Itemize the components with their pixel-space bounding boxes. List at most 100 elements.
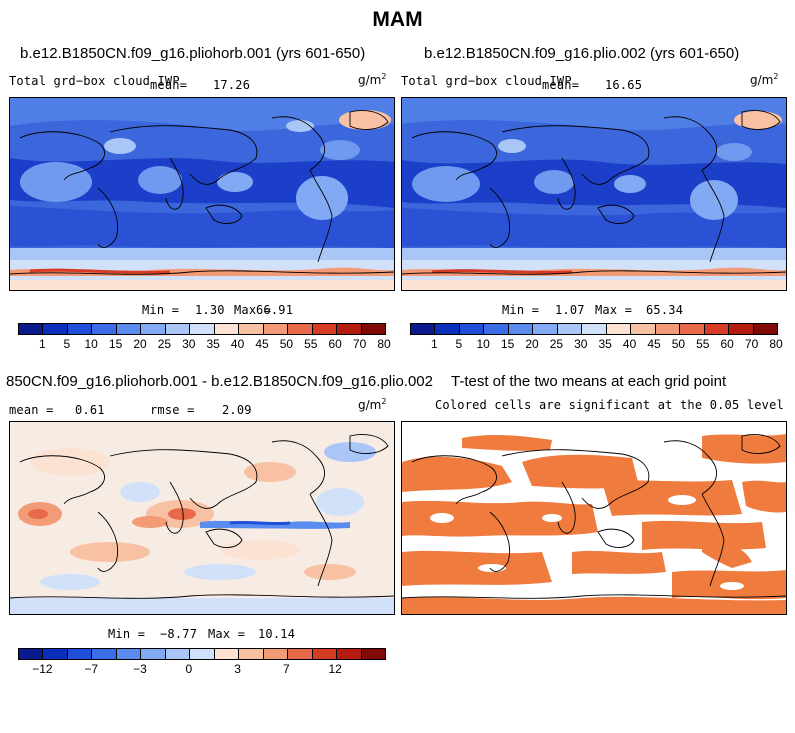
- colorbar-tick-label: −12: [32, 662, 53, 676]
- colorbar-tick-label: 30: [574, 337, 588, 351]
- colorbar-swatch: [557, 324, 583, 334]
- colorbar-tick-label: 70: [352, 337, 367, 351]
- colorbar-swatch: [484, 324, 509, 334]
- colorbar-swatch: [67, 649, 93, 659]
- colorbar-tick-label: 35: [598, 337, 612, 351]
- colorbar-swatch: [190, 649, 215, 659]
- panel1-mean-label: mean=: [150, 78, 188, 92]
- panel1-title: b.e12.B1850CN.f09_g16.pliohorb.001 (yrs …: [20, 45, 366, 62]
- panel2-min-value: 1.07: [555, 303, 585, 317]
- colorbar-tick-label: 45: [647, 337, 661, 351]
- panel3-colorbar: [18, 648, 386, 660]
- colorbar-tick-label: 20: [525, 337, 539, 351]
- colorbar-tick-label: 3: [234, 662, 241, 676]
- significance-cells: [402, 434, 786, 614]
- colorbar-tick-label: 15: [500, 337, 515, 351]
- colorbar-tick-label: 50: [279, 337, 294, 351]
- colorbar-swatch: [239, 324, 264, 334]
- panel4-subtitle: Colored cells are significant at the 0.0…: [435, 398, 784, 412]
- panel2-max-value: 65.34: [646, 303, 684, 317]
- panel2-max-label: Max =: [595, 303, 633, 317]
- panel2-mean-value: 16.65: [605, 78, 643, 92]
- colorbar-tick-label: −3: [133, 662, 147, 676]
- colorbar-tick-label: 10: [84, 337, 98, 351]
- colorbar-tick-label: 10: [476, 337, 490, 351]
- panel2-colorbar: [410, 323, 778, 335]
- panel1-colorbar: [18, 323, 386, 335]
- colorbar-swatch: [190, 324, 215, 334]
- panel3-mean-label: mean =: [9, 403, 54, 417]
- colorbar-swatch: [19, 649, 44, 659]
- colorbar-swatch: [263, 649, 289, 659]
- colorbar-swatch: [67, 324, 93, 334]
- panel3-map: [9, 421, 395, 615]
- colorbar-tick-label: 45: [255, 337, 269, 351]
- panel1-max-value: 66.91: [256, 303, 294, 317]
- colorbar-swatch: [508, 324, 534, 334]
- colorbar-tick-label: 1: [431, 337, 438, 351]
- panel2-variable: Total grd−box cloud IWP: [401, 74, 572, 88]
- colorbar-swatch: [312, 324, 338, 334]
- panel1-variable: Total grd−box cloud IWP: [9, 74, 180, 88]
- colorbar-swatch: [19, 324, 44, 334]
- colorbar-tick-label: 25: [157, 337, 172, 351]
- colorbar-tick-label: 0: [185, 662, 193, 676]
- colorbar-swatch: [141, 649, 166, 659]
- colorbar-swatch: [288, 324, 313, 334]
- colorbar-swatch: [533, 324, 558, 334]
- colorbar-swatch: [337, 649, 362, 659]
- colorbar-tick-label: 55: [696, 337, 710, 351]
- colorbar-tick-label: 30: [182, 337, 196, 351]
- panel3-rmse-label: rmse =: [150, 403, 195, 417]
- panel1-map: [9, 97, 395, 291]
- colorbar-swatch: [214, 324, 240, 334]
- colorbar-tick-label: 15: [108, 337, 123, 351]
- panel3-units: g/m2: [358, 397, 387, 412]
- panel2-mean-label: mean=: [542, 78, 580, 92]
- colorbar-swatch: [43, 324, 68, 334]
- panel3-min-value: −8.77: [160, 627, 198, 641]
- panel3-rmse-value: 2.09: [222, 403, 252, 417]
- colorbar-swatch: [288, 649, 313, 659]
- colorbar-swatch: [459, 324, 485, 334]
- colorbar-swatch: [165, 649, 191, 659]
- colorbar-swatch: [411, 324, 436, 334]
- colorbar-swatch: [361, 324, 386, 334]
- panel3-max-label: Max =: [208, 627, 246, 641]
- panel3-title: 850CN.f09_g16.pliohorb.001 - b.e12.B1850…: [6, 373, 433, 390]
- colorbar-tick-label: 20: [133, 337, 147, 351]
- colorbar-tick-label: 5: [455, 337, 463, 351]
- panel1-units: g/m2: [358, 72, 387, 87]
- colorbar-swatch: [312, 649, 338, 659]
- colorbar-tick-label: 40: [230, 337, 245, 351]
- colorbar-swatch: [116, 324, 142, 334]
- panel3-max-value: 10.14: [258, 627, 296, 641]
- colorbar-swatch: [263, 324, 289, 334]
- panel2-min-label: Min =: [502, 303, 540, 317]
- panel2-title: b.e12.B1850CN.f09_g16.plio.002 (yrs 601-…: [424, 45, 740, 62]
- colorbar-tick-label: 70: [744, 337, 759, 351]
- colorbar-tick-label: 35: [206, 337, 220, 351]
- colorbar-swatch: [214, 649, 240, 659]
- colorbar-tick-label: 5: [63, 337, 71, 351]
- colorbar-swatch: [435, 324, 460, 334]
- colorbar-tick-label: 12: [328, 662, 342, 676]
- panel3-mean-value: 0.61: [75, 403, 105, 417]
- colorbar-swatch: [116, 649, 142, 659]
- panel4-title: T-test of the two means at each grid poi…: [451, 373, 727, 390]
- colorbar-swatch: [606, 324, 632, 334]
- colorbar-swatch: [337, 324, 362, 334]
- panel2-units: g/m2: [750, 72, 779, 87]
- colorbar-tick-label: 80: [769, 337, 783, 351]
- colorbar-tick-label: −7: [84, 662, 99, 676]
- colorbar-tick-label: 25: [549, 337, 564, 351]
- colorbar-tick-label: 60: [328, 337, 342, 351]
- colorbar-tick-label: 60: [720, 337, 734, 351]
- panel4-map: [401, 421, 787, 615]
- colorbar-swatch: [680, 324, 705, 334]
- colorbar-swatch: [165, 324, 191, 334]
- colorbar-tick-label: 80: [377, 337, 391, 351]
- colorbar-tick-label: 55: [304, 337, 318, 351]
- colorbar-swatch: [361, 649, 386, 659]
- colorbar-swatch: [141, 324, 166, 334]
